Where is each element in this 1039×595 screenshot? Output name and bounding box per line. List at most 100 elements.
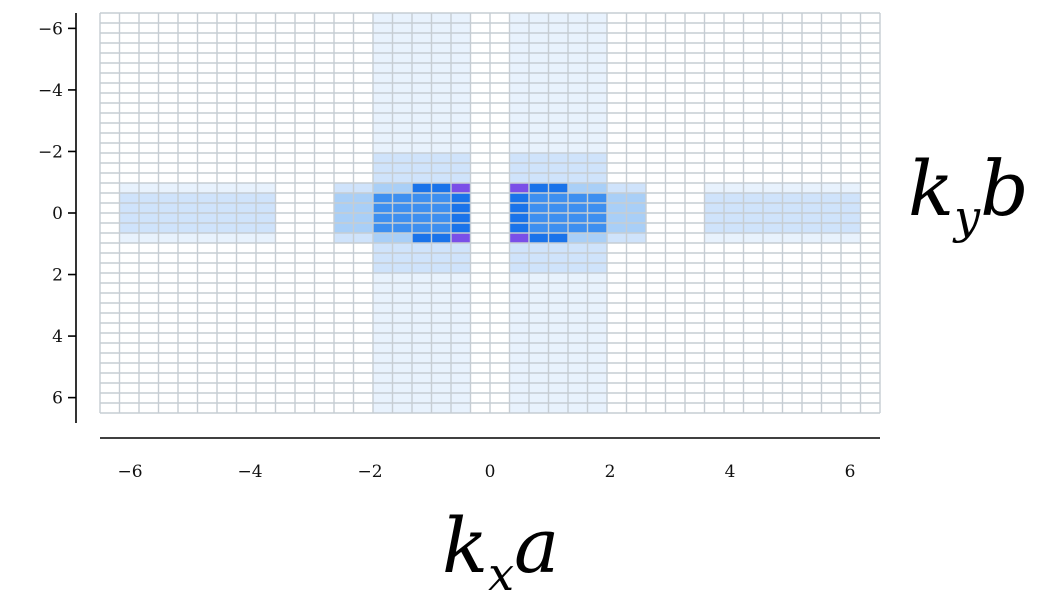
heatmap-cell <box>431 23 451 33</box>
heatmap-cell <box>470 73 490 83</box>
heatmap-cell <box>490 223 510 233</box>
heatmap-cell <box>353 253 373 263</box>
heatmap-cell <box>100 43 120 53</box>
heatmap-cell <box>802 143 822 153</box>
heatmap-cell <box>841 333 861 343</box>
heatmap-cell <box>665 23 685 33</box>
heatmap-cell <box>197 133 217 143</box>
heatmap-cell <box>626 83 646 93</box>
heatmap-cell <box>451 393 471 403</box>
heatmap-cell <box>100 243 120 253</box>
heatmap-cell <box>373 343 393 353</box>
heatmap-cell <box>529 163 549 173</box>
heatmap-cell <box>314 333 334 343</box>
heatmap-cell <box>490 153 510 163</box>
heatmap-cell <box>704 303 724 313</box>
heatmap-cell <box>197 93 217 103</box>
heatmap-cell <box>392 343 412 353</box>
heatmap-cell <box>353 13 373 23</box>
heatmap-cell <box>236 113 256 123</box>
heatmap-cell <box>353 323 373 333</box>
heatmap-cell <box>802 33 822 43</box>
heatmap-cell <box>275 223 295 233</box>
heatmap-cell <box>119 93 139 103</box>
heatmap-cell <box>607 153 627 163</box>
heatmap-cell <box>490 203 510 213</box>
heatmap-cell <box>529 403 549 413</box>
heatmap-cell <box>236 213 256 223</box>
heatmap-cell <box>412 73 432 83</box>
heatmap-cell <box>685 353 705 363</box>
heatmap-cell <box>334 293 354 303</box>
heatmap-cell <box>412 23 432 33</box>
heatmap-cell <box>802 363 822 373</box>
heatmap-cell <box>470 13 490 23</box>
heatmap-cell <box>587 303 607 313</box>
heatmap-cell <box>392 173 412 183</box>
heatmap-cell <box>529 273 549 283</box>
heatmap-cell <box>529 73 549 83</box>
heatmap-cell <box>548 223 568 233</box>
heatmap-cell <box>275 313 295 323</box>
y-tick-label: 4 <box>52 327 63 347</box>
heatmap-cell <box>412 223 432 233</box>
heatmap-cell <box>529 353 549 363</box>
heatmap-cell <box>568 213 588 223</box>
heatmap-cell <box>412 13 432 23</box>
heatmap-cell <box>236 143 256 153</box>
heatmap-cell <box>685 93 705 103</box>
heatmap-cell <box>353 333 373 343</box>
heatmap-cell <box>334 283 354 293</box>
heatmap-cell <box>412 163 432 173</box>
heatmap-cell <box>256 403 276 413</box>
heatmap-cell <box>841 303 861 313</box>
heatmap-cell <box>295 343 315 353</box>
heatmap-cell <box>821 303 841 313</box>
heatmap-cell <box>529 263 549 273</box>
y-tick-label: 6 <box>52 389 63 409</box>
heatmap-cell <box>802 313 822 323</box>
heatmap-cell <box>139 43 159 53</box>
heatmap-cell <box>665 43 685 53</box>
heatmap-cell <box>197 253 217 263</box>
heatmap-cell <box>802 323 822 333</box>
heatmap-cell <box>197 103 217 113</box>
heatmap-cell <box>841 183 861 193</box>
heatmap-cell <box>353 143 373 153</box>
heatmap-cell <box>451 13 471 23</box>
heatmap-cell <box>626 203 646 213</box>
heatmap-cell <box>373 373 393 383</box>
heatmap-cell <box>431 113 451 123</box>
heatmap-cell <box>353 373 373 383</box>
heatmap-cell <box>490 13 510 23</box>
heatmap-cell <box>626 153 646 163</box>
heatmap-cell <box>470 273 490 283</box>
heatmap-cell <box>529 243 549 253</box>
heatmap-cell <box>139 63 159 73</box>
heatmap-cell <box>451 73 471 83</box>
heatmap-cell <box>412 273 432 283</box>
heatmap-cell <box>451 323 471 333</box>
heatmap-cell <box>178 313 198 323</box>
heatmap-cell <box>782 373 802 383</box>
heatmap-cell <box>763 293 783 303</box>
heatmap-cell <box>821 243 841 253</box>
heatmap-cell <box>392 93 412 103</box>
heatmap-cell <box>275 233 295 243</box>
heatmap-cell <box>217 43 237 53</box>
heatmap-cell <box>763 43 783 53</box>
heatmap-cell <box>841 43 861 53</box>
heatmap-cell <box>470 363 490 373</box>
heatmap-cell <box>392 213 412 223</box>
heatmap-cell <box>782 23 802 33</box>
heatmap-cell <box>646 403 666 413</box>
heatmap-cell <box>548 343 568 353</box>
heatmap-cell <box>665 343 685 353</box>
heatmap-cell <box>704 333 724 343</box>
heatmap-cell <box>587 103 607 113</box>
heatmap-cell <box>490 373 510 383</box>
heatmap-cell <box>841 173 861 183</box>
heatmap-cell <box>236 383 256 393</box>
x-tick-label: −6 <box>117 462 142 482</box>
heatmap-cell <box>607 113 627 123</box>
